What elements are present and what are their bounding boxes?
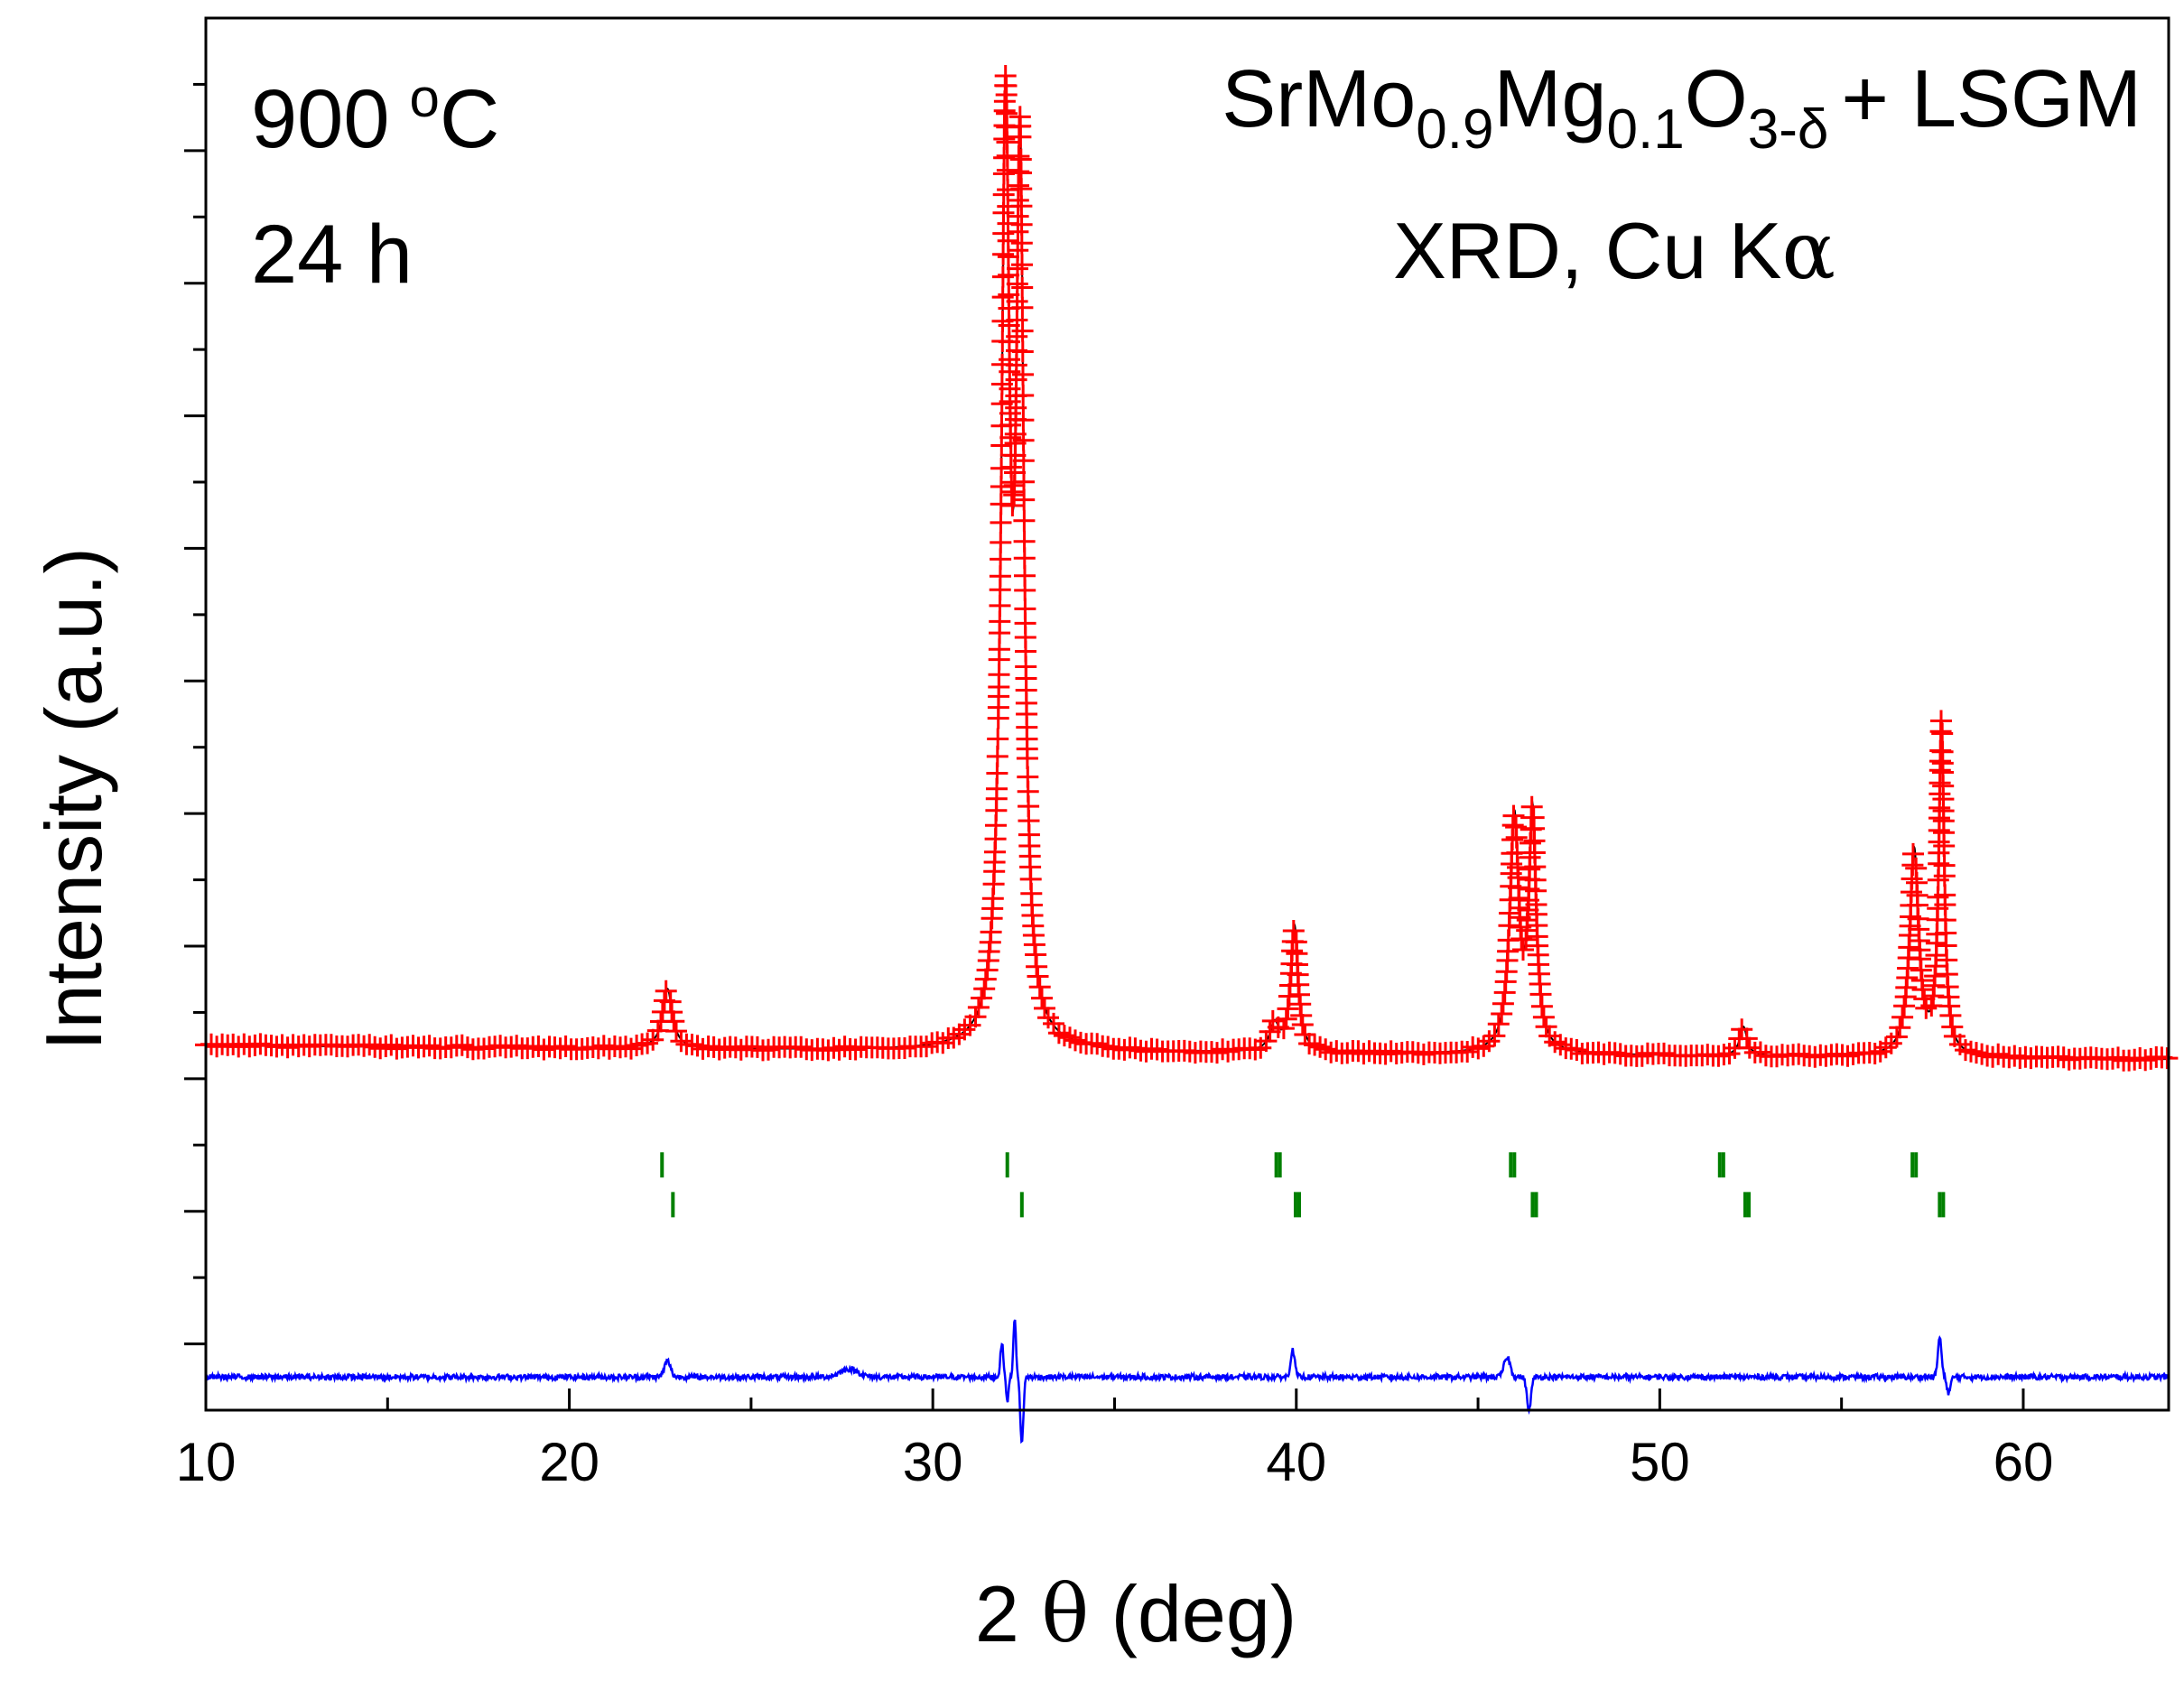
observed-markers — [195, 65, 2179, 1072]
temperature-unit: C — [440, 73, 499, 165]
formula-sub-1: 0.9 — [1416, 98, 1493, 161]
bragg-phase-2 — [671, 1192, 1946, 1218]
formula-sub-3: 3-δ — [1748, 98, 1829, 161]
plot-frame — [204, 16, 2170, 1412]
formula-part-3: O — [1685, 54, 1748, 144]
x-axis-label-suffix: (deg) — [1089, 1569, 1296, 1658]
x-tick-label: 20 — [539, 1432, 599, 1492]
x-tick-label: 30 — [903, 1432, 963, 1492]
bragg-phase-1 — [660, 1152, 1919, 1178]
x-axis-label-theta: θ — [1041, 1567, 1089, 1660]
y-axis-ticks — [184, 82, 206, 1346]
difference-line — [204, 1319, 2170, 1444]
method-text: XRD, Cu K — [1393, 206, 1781, 295]
formula-part-4: + LSGM — [1841, 54, 2142, 144]
x-axis-ticks — [204, 1388, 2025, 1410]
method-alpha: α — [1781, 204, 1835, 297]
x-tick-label: 40 — [1266, 1432, 1326, 1492]
temperature-degree-sup: o — [410, 68, 440, 128]
y-axis-label: Intensity (a.u.) — [29, 547, 118, 1051]
formula-label: SrMo0.9Mg0.1O3-δ + LSGM — [1222, 54, 2142, 161]
calculated-line — [206, 76, 2169, 1061]
x-tick-label: 60 — [1993, 1432, 2054, 1492]
x-tick-label: 10 — [176, 1432, 237, 1492]
x-axis-label-prefix: 2 — [975, 1569, 1041, 1658]
method-label: XRD, Cu Kα — [1393, 204, 1835, 297]
temperature-label: 900 oC — [251, 68, 499, 165]
observed-series — [195, 65, 2179, 1072]
x-axis-label: 2 θ (deg) — [975, 1567, 1296, 1660]
temperature-value: 900 — [251, 73, 390, 165]
duration-label: 24 h — [251, 209, 413, 301]
formula-sub-2: 0.1 — [1607, 98, 1685, 161]
x-tick-label: 50 — [1630, 1432, 1690, 1492]
formula-part-2: Mg — [1493, 54, 1606, 144]
formula-part-1: SrMo — [1222, 54, 1416, 144]
